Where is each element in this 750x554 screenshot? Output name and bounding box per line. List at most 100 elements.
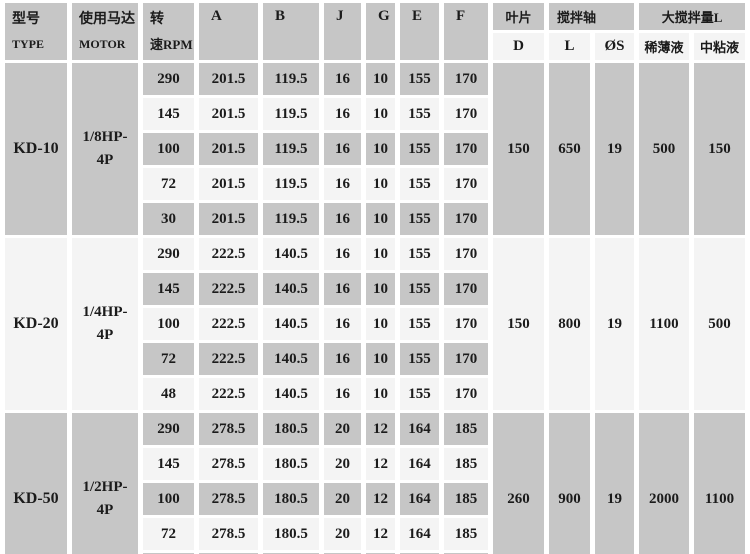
- cell-rpm: 30: [143, 203, 194, 235]
- subheader-cell-l: L: [549, 33, 590, 60]
- header-cell-j: J: [324, 3, 361, 60]
- motor-line: 1/4HP-: [82, 304, 128, 320]
- cell-d: 150: [493, 238, 544, 410]
- motor-line: 4P: [96, 327, 114, 343]
- cell-j: 16: [324, 133, 361, 165]
- cell-e: 155: [400, 273, 439, 305]
- cell-b: 180.5: [263, 448, 319, 480]
- cell-e: 155: [400, 98, 439, 130]
- model-cell: KD-20: [5, 238, 67, 410]
- header-cell-capacity: 大搅拌量L: [639, 3, 746, 30]
- model-cell: KD-50: [5, 413, 67, 554]
- table-row: KD-20 1/4HP- 4P 290 222.5 140.5 16 10 15…: [5, 238, 746, 410]
- motor-line: 1/2HP-: [82, 479, 128, 495]
- cell-a: 222.5: [199, 273, 258, 305]
- cell-rpm: 290: [143, 238, 194, 270]
- cell-rpm: 145: [143, 98, 194, 130]
- cell-f: 170: [444, 308, 488, 340]
- cell-a: 222.5: [199, 238, 258, 270]
- cell-a: 278.5: [199, 518, 258, 550]
- cell-e: 164: [400, 413, 439, 445]
- cell-e: 155: [400, 203, 439, 235]
- table-row: 72 201.5 119.5 16 10 155 170: [5, 168, 745, 200]
- cell-e: 155: [400, 378, 439, 410]
- motor-line: 4P: [96, 152, 114, 168]
- cell-s: 19: [595, 238, 635, 410]
- cell-viscous: 150: [694, 63, 746, 235]
- cell-b: 180.5: [263, 518, 319, 550]
- cell-a: 201.5: [199, 63, 258, 95]
- subheader-cell-s: ØS: [595, 33, 635, 60]
- cell-f: 185: [444, 448, 488, 480]
- cell-a: 201.5: [199, 133, 258, 165]
- cell-b: 140.5: [263, 378, 319, 410]
- cell-b: 119.5: [263, 63, 319, 95]
- cell-l: 900: [549, 413, 590, 554]
- cell-thin: 500: [639, 63, 690, 235]
- cell-e: 164: [400, 518, 439, 550]
- cell-b: 119.5: [263, 168, 319, 200]
- cell-viscous: 1100: [694, 413, 746, 554]
- cell-g: 10: [366, 168, 395, 200]
- cell-e: 155: [400, 168, 439, 200]
- cell-g: 10: [366, 98, 395, 130]
- cell-e: 164: [400, 483, 439, 515]
- cell-b: 140.5: [263, 238, 319, 270]
- cell-f: 170: [444, 343, 488, 375]
- cell-g: 12: [366, 413, 395, 445]
- cell-f: 170: [444, 63, 488, 95]
- header-cell-b: B: [263, 3, 319, 60]
- table-row: KD-50 1/2HP- 4P 290 278.5 180.5 20 12 16…: [5, 413, 746, 554]
- header-cell-rpm: 转 速RPM: [143, 3, 194, 60]
- cell-rpm: 72: [143, 168, 194, 200]
- cell-j: 16: [324, 238, 361, 270]
- motor-cell: 1/8HP- 4P: [72, 63, 138, 235]
- cell-j: 20: [324, 518, 361, 550]
- motor-cell: 1/2HP- 4P: [72, 413, 138, 554]
- cell-rpm: 145: [143, 448, 194, 480]
- cell-g: 12: [366, 518, 395, 550]
- cell-a: 278.5: [199, 413, 258, 445]
- motor-line: 4P: [96, 502, 114, 518]
- header-type-en: TYPE: [12, 36, 45, 51]
- cell-thin: 1100: [639, 238, 690, 410]
- header-cell-shaft: 搅拌轴: [549, 3, 635, 30]
- cell-b: 119.5: [263, 98, 319, 130]
- table-row: 30 201.5 119.5 16 10 155 170: [5, 203, 745, 235]
- header-cell-type: 型号 TYPE: [5, 3, 67, 60]
- cell-j: 16: [324, 378, 361, 410]
- header-motor-en: MOTOR: [79, 36, 126, 51]
- cell-g: 10: [366, 203, 395, 235]
- model-cell: KD-10: [5, 63, 67, 235]
- cell-j: 16: [324, 308, 361, 340]
- header-cell-motor: 使用马达 MOTOR: [72, 3, 138, 60]
- header-cell-blade: 叶片: [493, 3, 544, 30]
- cell-g: 10: [366, 238, 395, 270]
- table-row: 100 222.5 140.5 16 10 155 170: [5, 308, 745, 340]
- cell-thin: 2000: [639, 413, 690, 554]
- cell-f: 170: [444, 133, 488, 165]
- motor-cell: 1/4HP- 4P: [72, 238, 138, 410]
- cell-l: 800: [549, 238, 590, 410]
- subheader-cell-thin: 稀薄液: [639, 33, 690, 60]
- cell-b: 180.5: [263, 483, 319, 515]
- cell-g: 10: [366, 133, 395, 165]
- cell-g: 10: [366, 343, 395, 375]
- cell-s: 19: [595, 63, 635, 235]
- header-type-cn: 型号: [12, 11, 40, 27]
- cell-g: 12: [366, 448, 395, 480]
- cell-rpm: 48: [143, 378, 194, 410]
- cell-j: 16: [324, 168, 361, 200]
- cell-j: 16: [324, 98, 361, 130]
- cell-j: 20: [324, 413, 361, 445]
- cell-b: 140.5: [263, 308, 319, 340]
- cell-l: 650: [549, 63, 590, 235]
- motor-line: 1/8HP-: [82, 129, 128, 145]
- cell-e: 155: [400, 343, 439, 375]
- cell-e: 155: [400, 133, 439, 165]
- cell-j: 20: [324, 448, 361, 480]
- cell-a: 222.5: [199, 378, 258, 410]
- cell-rpm: 100: [143, 308, 194, 340]
- header-cell-a: A: [199, 3, 258, 60]
